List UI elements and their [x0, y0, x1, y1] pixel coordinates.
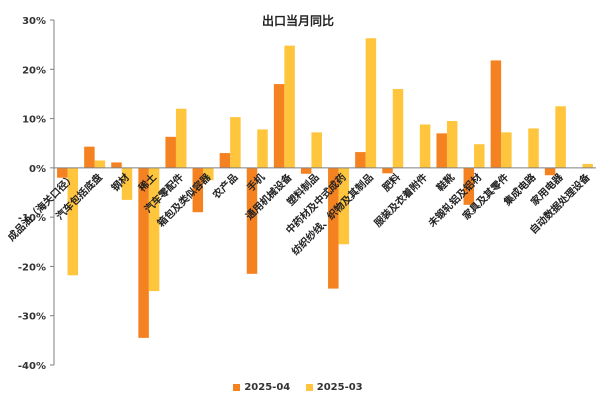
y-tick-label: 10%: [22, 115, 46, 126]
bar-series-2-18: [528, 128, 539, 168]
bar-series-2-6: [203, 167, 214, 181]
legend-label-series-2: 2025-03: [316, 382, 363, 393]
bar-series-1-19: [544, 167, 556, 176]
bar-series-2-5: [175, 108, 187, 168]
legend-label-series-1: 2025-04: [244, 382, 291, 393]
bar-series-2-16: [474, 144, 485, 168]
bar-series-1-7: [219, 153, 231, 168]
bar-series-2-17: [501, 132, 512, 168]
bar-series-2-11: [338, 167, 350, 245]
bar-series-2-1: [67, 167, 79, 276]
bar-series-1-6: [192, 167, 204, 213]
y-tick-label: -20%: [18, 262, 46, 273]
y-tick-label: 20%: [22, 65, 46, 76]
y-tick-label: -10%: [18, 213, 46, 224]
bar-series-2-3: [121, 167, 133, 200]
bar-series-2-8: [257, 129, 268, 168]
bar-series-1-1: [57, 167, 68, 178]
bar-series-2-2: [94, 160, 106, 168]
legend-item-series-1: 2025-04: [233, 382, 290, 393]
chart-title: 出口当月同比: [261, 14, 334, 28]
chart-legend: 2025-04 2025-03: [0, 382, 596, 394]
legend-swatch-series-1: [233, 384, 241, 391]
y-tick-label: 30%: [22, 16, 46, 27]
bar-series-1-15: [436, 133, 447, 168]
bar-series-2-13: [392, 89, 404, 168]
bar-series-1-5: [165, 136, 176, 168]
bar-series-2-12: [365, 38, 377, 168]
bar-series-1-12: [355, 152, 366, 168]
legend-item-series-2: 2025-03: [305, 382, 363, 393]
y-tick-label: -40%: [18, 361, 46, 372]
bar-series-1-16: [463, 167, 475, 205]
bar-series-2-20: [582, 163, 593, 168]
bar-series-2-15: [446, 121, 458, 168]
bar-series-2-19: [555, 106, 566, 168]
x-tick-label: 鞋靴: [434, 171, 457, 194]
bar-series-1-17: [490, 60, 502, 168]
legend-swatch-series-2: [305, 384, 313, 391]
y-tick-label: 0%: [29, 164, 46, 175]
y-tick-label: -30%: [18, 312, 46, 323]
x-tick-label: 农产品: [209, 171, 240, 202]
bar-series-1-4: [138, 167, 149, 338]
bar-series-1-10: [300, 167, 312, 174]
bar-series-2-14: [419, 124, 431, 168]
x-tick-label: 肥料: [380, 171, 403, 194]
bar-series-2-4: [148, 167, 160, 292]
bar-series-1-2: [84, 146, 95, 168]
bar-series-2-9: [284, 45, 295, 168]
bar-series-1-11: [328, 167, 339, 289]
bar-series-2-7: [230, 117, 241, 168]
bar-series-1-8: [246, 167, 258, 274]
bar-series-1-3: [111, 162, 122, 168]
bar-series-2-10: [311, 132, 322, 168]
bar-series-1-13: [382, 167, 393, 174]
bar-series-1-9: [273, 84, 285, 168]
